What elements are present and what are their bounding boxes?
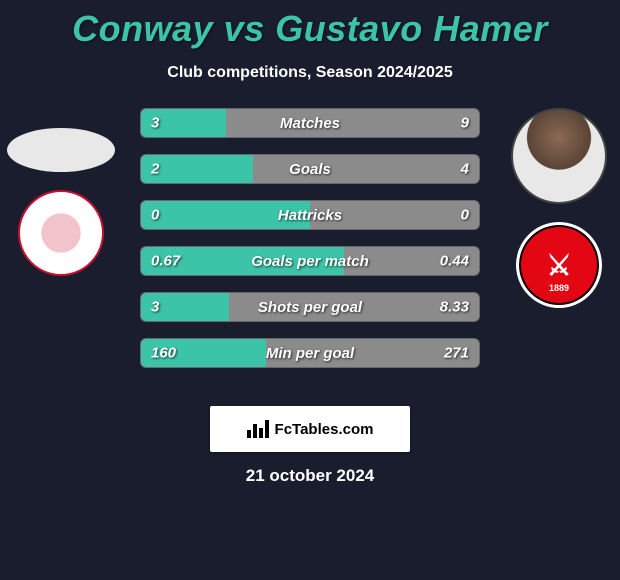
date-line: 21 october 2024	[0, 466, 620, 486]
stat-left-value: 0.67	[151, 253, 180, 270]
stat-bar: 160 Min per goal 271	[140, 338, 480, 368]
stat-right-value: 0.44	[440, 253, 469, 270]
stat-label: Min per goal	[266, 345, 354, 362]
comparison-panel: 1889 3 Matches 9 2 Goals 4 0 Hattricks 0 0.67 Goal…	[0, 108, 620, 388]
brand-badge: FcTables.com	[210, 406, 410, 452]
stat-bar: 0.67 Goals per match 0.44	[140, 246, 480, 276]
right-player-column: 1889	[504, 108, 614, 308]
brand-text: FcTables.com	[275, 421, 374, 438]
stat-bar: 0 Hattricks 0	[140, 200, 480, 230]
stat-right-value: 8.33	[440, 299, 469, 316]
crest-year: 1889	[549, 283, 569, 293]
brand-chart-icon	[247, 420, 269, 438]
stat-left-value: 0	[151, 207, 159, 224]
stat-right-value: 0	[461, 207, 469, 224]
page-title: Conway vs Gustavo Hamer	[0, 0, 620, 50]
player1-avatar	[7, 128, 115, 172]
player2-avatar	[511, 108, 607, 204]
subtitle: Club competitions, Season 2024/2025	[0, 64, 620, 82]
stat-right-value: 4	[461, 161, 469, 178]
stat-left-value: 3	[151, 299, 159, 316]
stat-left-value: 3	[151, 115, 159, 132]
left-player-column	[6, 108, 116, 276]
stat-bar: 3 Matches 9	[140, 108, 480, 138]
stat-bar: 3 Shots per goal 8.33	[140, 292, 480, 322]
stat-label: Shots per goal	[258, 299, 362, 316]
stat-label: Goals	[289, 161, 331, 178]
stat-label: Hattricks	[278, 207, 342, 224]
player2-club-crest: 1889	[516, 222, 602, 308]
stat-bar: 2 Goals 4	[140, 154, 480, 184]
stat-label: Goals per match	[251, 253, 369, 270]
stat-left-value: 2	[151, 161, 159, 178]
stat-right-value: 271	[444, 345, 469, 362]
player1-club-crest	[18, 190, 104, 276]
stat-left-value: 160	[151, 345, 176, 362]
stat-label: Matches	[280, 115, 340, 132]
stat-right-value: 9	[461, 115, 469, 132]
stat-bars: 3 Matches 9 2 Goals 4 0 Hattricks 0 0.67 Goals per…	[140, 108, 480, 368]
